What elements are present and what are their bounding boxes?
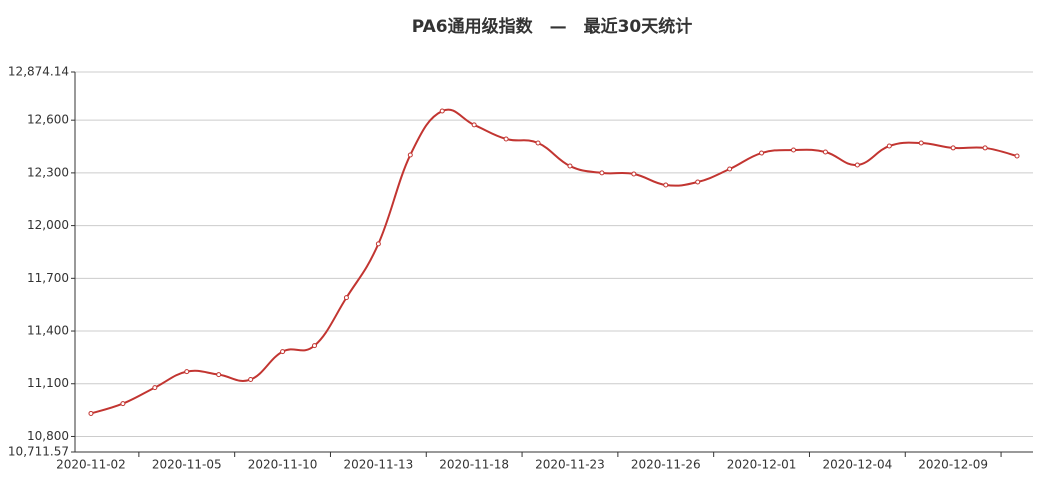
x-tick-label: 2020-12-09: [918, 458, 988, 472]
point: [216, 372, 222, 378]
point: [375, 241, 381, 247]
line: [90, 108, 1018, 415]
point: [886, 143, 892, 149]
point: [120, 401, 126, 407]
x-tick-label: 2020-11-13: [343, 458, 413, 472]
point: [152, 385, 158, 391]
point: [471, 122, 477, 128]
point: [535, 140, 541, 146]
y-tick-label: 12,600: [27, 113, 69, 127]
x-tick-label: 2020-11-05: [152, 458, 222, 472]
point: [791, 147, 796, 153]
point: [695, 179, 701, 185]
point: [184, 369, 190, 375]
point: [759, 150, 765, 156]
x-tick-label: 2020-11-02: [56, 458, 126, 472]
point: [343, 295, 349, 301]
chart-title: PA6通用级指数 — 最近30天统计: [412, 16, 693, 37]
point: [407, 152, 413, 158]
y-tick-label: 12,000: [27, 218, 69, 232]
x-tick-label: 2020-12-04: [822, 458, 892, 472]
x-tick-label: 2020-11-18: [439, 458, 509, 472]
point: [854, 162, 860, 168]
x-tick-label: 2020-12-01: [727, 458, 797, 472]
x-tick-label: 2020-11-23: [535, 458, 605, 472]
y-tick-label: 12,300: [27, 165, 69, 179]
point: [631, 171, 637, 177]
x-tick-label: 2020-11-10: [248, 458, 318, 472]
point: [439, 108, 445, 114]
y-tick-label: 11,400: [27, 324, 69, 338]
y-tick-label: 11,700: [27, 271, 69, 285]
point: [918, 140, 924, 146]
point: [663, 182, 669, 188]
point: [248, 377, 254, 383]
point: [567, 163, 573, 169]
point: [727, 166, 733, 172]
point: [1014, 153, 1020, 159]
point: [280, 349, 286, 355]
point: [599, 170, 605, 176]
point: [950, 145, 956, 151]
x-tick-label: 2020-11-26: [631, 458, 701, 472]
point: [982, 145, 988, 151]
y-tick-label: 10,711.57: [8, 445, 69, 459]
y-tick-label: 11,100: [27, 376, 69, 390]
point: [822, 149, 828, 155]
y-tick-label: 12,874.14: [8, 65, 69, 79]
y-tick-label: 10,800: [27, 429, 69, 443]
point: [88, 410, 94, 416]
point: [503, 136, 509, 142]
point: [312, 343, 317, 349]
